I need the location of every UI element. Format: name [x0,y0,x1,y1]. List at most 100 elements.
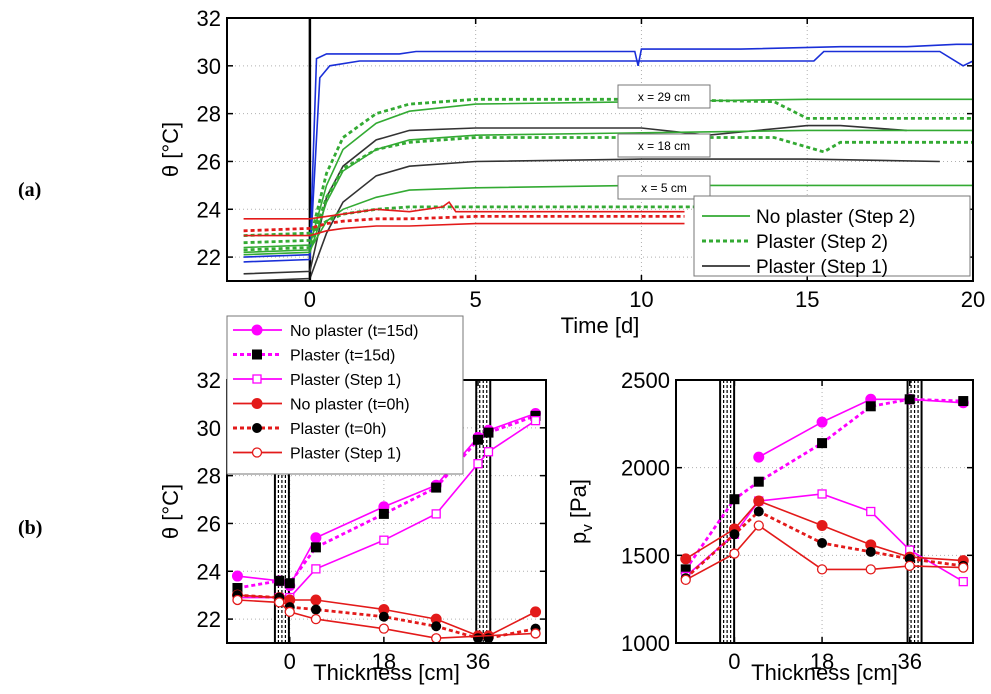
x-tick-label: 36 [897,649,921,674]
x-tick-label: 0 [304,287,316,312]
data-point [729,548,740,559]
series-line [243,129,973,256]
data-point [378,623,390,634]
data-point [310,613,322,625]
y-tick-label: 32 [197,6,221,31]
y-tick-label: 1500 [621,543,670,568]
series-line [243,43,973,258]
x-tick-label: 15 [795,287,819,312]
data-point [252,349,262,360]
data-point [483,427,494,438]
y-tick-label: 26 [197,511,221,536]
x-tick-label: 20 [961,287,985,312]
series-a-9 [243,205,775,237]
y-tick-label: 30 [197,54,221,79]
legend-label: Plaster (t=15d) [290,348,395,365]
series-line [243,97,973,245]
data-point [378,611,389,622]
series-line [243,205,775,237]
data-point [530,415,541,426]
legend-label: No plaster (t=0h) [290,397,410,414]
plot-a: 0 5 10 15 20 22 24 26 28 30 32 x = 29 cm x = 18 cm x … [197,6,986,312]
series-line [243,50,974,263]
data-point [753,476,764,487]
data-point [310,542,321,553]
y-tick-label: 2000 [621,456,670,481]
y-tick-label: 32 [197,368,221,393]
panel-b-label: (b) [18,517,42,539]
legend-label: Plaster (t=0h) [290,421,386,438]
series-a-5 [243,129,973,256]
data-point [958,562,969,573]
x-axis-label: Time [d] [561,313,640,338]
data-point [530,606,542,618]
data-point [251,324,263,336]
plot-b-left: 0 18 36 22 24 26 28 30 32 [197,368,547,674]
data-point [274,597,285,608]
legend-a: No plaster (Step 2) Plaster (Step 2) Plast… [693,195,971,278]
x-tick-label: 18 [372,649,396,674]
series-a-8 [243,184,973,254]
annotation-box: x = 5 cm [617,175,711,200]
data-point [958,576,968,587]
data-point [904,394,915,405]
data-point [310,532,322,544]
data-point [473,434,484,445]
series-a-7 [243,158,940,282]
annotation-label: x = 18 cm [638,139,690,153]
legend-label: Plaster (Step 1) [290,372,401,389]
axes-frame [226,17,974,282]
data-point [753,451,765,463]
series-a-1 [243,50,974,263]
data-point [252,423,262,433]
data-point [729,494,740,505]
data-point [753,506,764,517]
series-b-left-5 [232,594,541,644]
data-point [958,396,969,407]
data-point [251,398,263,409]
x-axis-label: Thickness [cm] [751,660,898,685]
legend-label: No plaster (t=15d) [290,323,419,340]
data-point [231,570,243,582]
data-point [680,564,691,575]
data-point [431,621,442,632]
data-point [431,509,441,519]
data-point [865,401,876,412]
data-point [817,489,827,499]
series-a-0 [243,43,973,258]
annotation-label: x = 5 cm [641,181,687,195]
y-tick-label: 22 [197,607,221,632]
y-tick-label: 28 [197,102,221,127]
data-point [251,447,263,458]
annotation-box: x = 18 cm [617,133,711,158]
legend-label: Plaster (Step 1) [756,257,888,278]
data-point [680,574,691,586]
series-line [243,136,973,252]
series-a-3 [243,97,973,245]
series-b-right-5 [680,520,969,586]
y-tick-label: 1000 [621,631,670,656]
data-point [904,560,915,572]
legend-label: Plaster (Step 1) [290,446,401,463]
series-b-left-1 [232,410,541,594]
series-line [243,98,973,249]
data-point [753,495,765,507]
series-line [243,158,940,282]
data-point [865,564,876,575]
data-point [530,628,541,639]
y-tick-label: 2500 [621,368,670,393]
series-line [243,222,685,237]
data-point [680,553,692,565]
data-point [473,459,483,469]
legend-b: No plaster (t=15d) Plaster (t=15d) Plaster… [226,315,464,475]
plot-b-right: 0 18 36 1000 1500 2000 2500 [621,368,974,674]
data-point [431,633,442,644]
y-tick-label: 30 [197,416,221,441]
annotation-label: x = 29 cm [638,90,690,104]
data-point [378,508,389,519]
x-tick-label: 5 [470,287,482,312]
series-a-10 [243,200,685,220]
data-point [729,529,740,540]
series-a-6 [243,136,973,252]
